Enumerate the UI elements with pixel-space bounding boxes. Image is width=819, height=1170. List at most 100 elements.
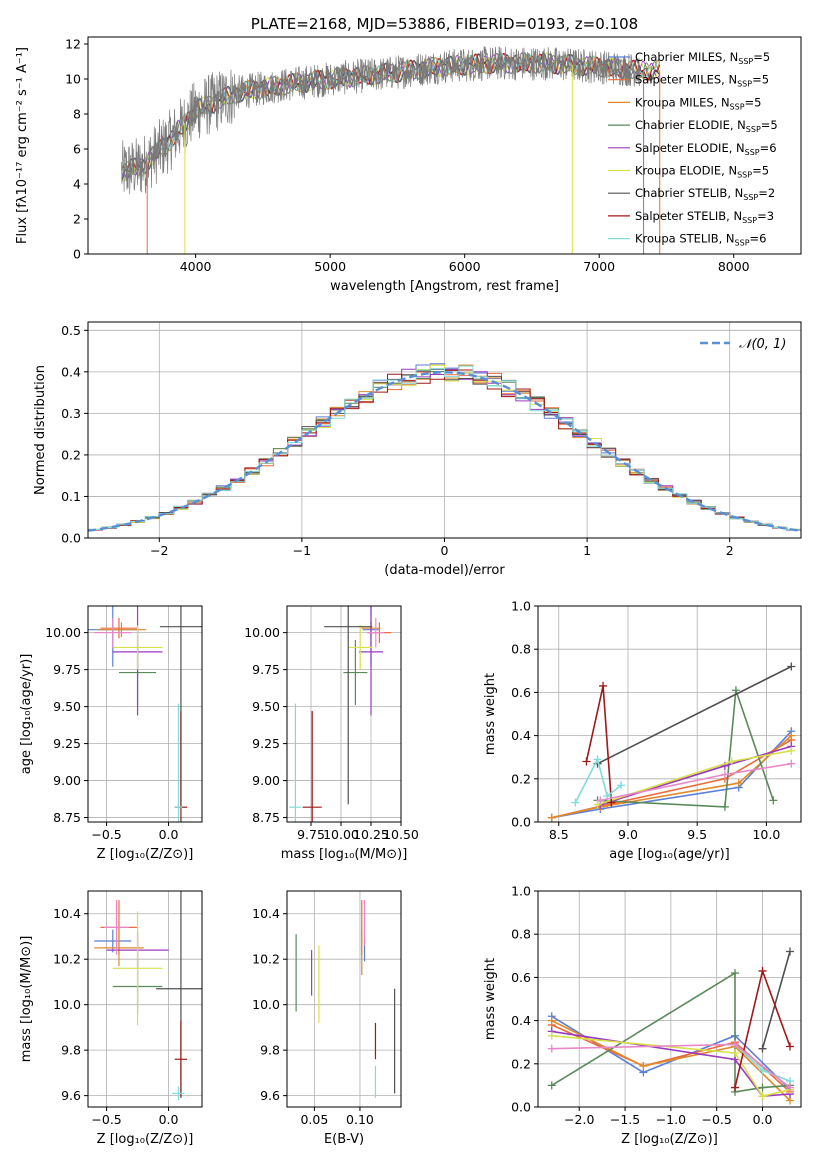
x-tick-label: 0.0 [159, 827, 179, 842]
x-tick-label: −0.5 [91, 827, 121, 842]
y-axis-label: mass weight [483, 673, 498, 755]
data-point [786, 1042, 795, 1051]
legend: 𝒩(0, 1) [700, 337, 786, 352]
data-point [599, 681, 608, 690]
y-tick-label: 0.4 [61, 364, 81, 379]
y-tick-label: 0.1 [61, 489, 81, 504]
legend-label: Chabrier STELIB, NSSP=2 [635, 186, 775, 202]
x-tick-label: 8.5 [549, 827, 569, 842]
y-tick-label: 0.0 [511, 815, 531, 830]
x-tick-label: 5000 [314, 259, 346, 274]
data-point [547, 1031, 556, 1040]
y-tick-label: 10.00 [45, 625, 81, 640]
chart-residuals: −2 −1 0 1 2 0.0 0.1 0.2 0.3 0.4 0.5 (data-model)/er… [33, 321, 802, 578]
observed-spectrum [121, 46, 640, 195]
data-point [787, 731, 796, 740]
y-tick-label: 9.50 [252, 699, 280, 714]
y-tick-label: 0.6 [511, 970, 531, 985]
y-tick-label: 0.3 [61, 406, 81, 421]
legend: Chabrier MILES, NSSP=5 Salpeter MILES, NS… [608, 50, 778, 248]
axes-frame [87, 36, 802, 255]
data-point [787, 746, 796, 755]
x-tick-label: 0.0 [159, 1112, 179, 1127]
x-tick-label: −1 [293, 543, 311, 558]
y-axis-label: mass [log₁₀(M/M⊙)] [19, 936, 34, 1063]
x-axis-label: Z [log₁₀(Z/Z⊙)] [97, 847, 194, 862]
x-tick-label: −0.5 [91, 1112, 121, 1127]
data-point [758, 1066, 767, 1075]
data-point [547, 1016, 556, 1025]
legend-label: Chabrier ELODIE, NSSP=5 [635, 118, 778, 134]
y-axis-label: mass weight [483, 958, 498, 1040]
legend-label: Salpeter ELODIE, NSSP=6 [635, 141, 777, 157]
x-tick-label: 9.75 [297, 827, 325, 842]
y-tick-label: 0.2 [61, 447, 81, 462]
axes-frame [87, 321, 802, 539]
axes-frame [537, 890, 802, 1108]
y-axis-label: age [log₁₀(age/yr)] [19, 654, 34, 775]
x-axis-label: (data-model)/error [384, 563, 505, 578]
y-tick-label: 0.8 [511, 642, 531, 657]
series-line [574, 757, 622, 803]
x-tick-label: 0.05 [300, 1112, 328, 1127]
x-tick-label: 10.25 [353, 827, 389, 842]
legend-label: Chabrier MILES, NSSP=5 [635, 50, 770, 66]
plot-area [547, 662, 796, 822]
x-tick-label: 8000 [718, 259, 750, 274]
x-tick-label: 6000 [449, 259, 481, 274]
plot-area [289, 606, 392, 822]
data-point [731, 1040, 740, 1049]
x-tick-label: 2 [726, 543, 734, 558]
data-point [607, 798, 616, 807]
y-tick-label: 9.6 [260, 1088, 280, 1103]
x-tick-label: −0.5 [702, 1112, 732, 1127]
y-tick-label: 0 [73, 247, 81, 262]
series-line [597, 665, 792, 765]
x-tick-label: 4000 [180, 259, 212, 274]
x-tick-label: 7000 [583, 259, 615, 274]
axes-frame [87, 605, 203, 823]
gaussian-curve [88, 371, 801, 532]
data-point [731, 1049, 740, 1057]
series-line [597, 689, 775, 808]
data-point [758, 966, 767, 975]
y-tick-label: 9.8 [61, 1043, 81, 1058]
y-tick-label: 10.0 [53, 997, 81, 1012]
legend-label: Salpeter MILES, NSSP=5 [635, 73, 769, 89]
data-point [593, 800, 602, 809]
chart-massweight-vs-age: 8.5 9.0 9.5 10.0 0.0 0.2 0.4 0.6 0.8 1.0 age [log₁… [483, 599, 802, 862]
y-axis-label: Normed distribution [33, 365, 48, 495]
x-tick-label: 10.0 [752, 827, 780, 842]
plot-area [547, 947, 795, 1105]
x-tick-label: 9.0 [618, 827, 638, 842]
data-point [547, 1081, 556, 1090]
axes-frame [286, 890, 402, 1108]
y-tick-label: 0.8 [511, 927, 531, 942]
y-tick-label: 10.2 [252, 952, 280, 967]
x-tick-label: −2 [150, 543, 168, 558]
y-tick-label: 9.75 [252, 662, 280, 677]
data-point [571, 798, 580, 807]
y-tick-label: 0.2 [511, 1056, 531, 1071]
data-point [593, 755, 602, 764]
x-tick-label: −1.0 [656, 1112, 686, 1127]
data-point [727, 757, 736, 766]
y-tick-label: 10 [65, 72, 81, 87]
series-line [551, 1034, 791, 1098]
x-tick-label: −2.0 [564, 1112, 594, 1127]
y-tick-label: 1.0 [511, 599, 531, 614]
series-line [551, 1030, 791, 1098]
y-tick-label: 0.4 [511, 728, 531, 743]
data-point [758, 1092, 767, 1101]
data-point [731, 969, 740, 978]
series-line [761, 951, 791, 1049]
plot-area [295, 900, 396, 1098]
y-tick-label: 9.8 [260, 1043, 280, 1058]
y-tick-label: 10.4 [53, 906, 81, 921]
x-axis-label: mass [log₁₀(M/M⊙)] [281, 847, 408, 862]
x-axis-label: wavelength [Angstrom, rest frame] [330, 279, 559, 294]
y-tick-label: 10.4 [252, 906, 280, 921]
y-tick-label: 8.75 [53, 810, 81, 825]
series-line [551, 735, 792, 819]
legend-label: Kroupa MILES, NSSP=5 [635, 95, 761, 111]
